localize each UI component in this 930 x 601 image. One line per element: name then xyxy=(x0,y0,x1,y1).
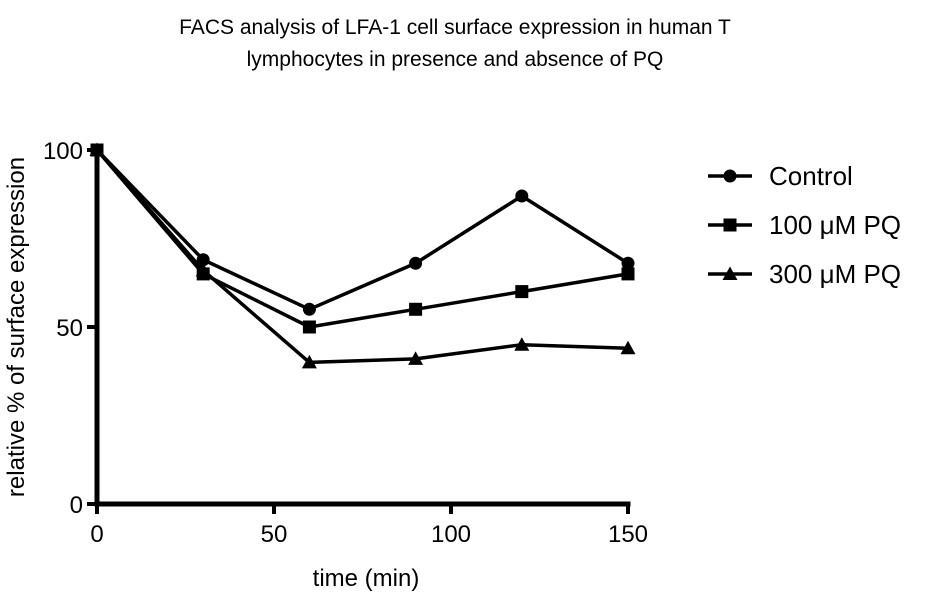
data-point xyxy=(89,142,105,156)
legend-entry: 300 μM PQ xyxy=(708,259,901,289)
series-3 xyxy=(89,142,636,369)
x-axis-label: time (min) xyxy=(313,565,420,592)
x-tick-label: 0 xyxy=(90,521,103,548)
data-point xyxy=(620,340,636,355)
legend-marker xyxy=(723,169,737,183)
data-point xyxy=(409,256,423,270)
series-line xyxy=(95,148,629,329)
data-point xyxy=(514,337,530,351)
data-point xyxy=(621,267,635,281)
chart-title: FACS analysis of LFA-1 cell surface expr… xyxy=(179,16,731,71)
x-tick-label: 150 xyxy=(608,521,648,548)
data-point xyxy=(195,262,211,277)
data-point xyxy=(302,302,316,316)
data-point xyxy=(302,320,316,334)
data-point xyxy=(301,354,317,369)
series-1 xyxy=(90,143,635,316)
series-line xyxy=(95,148,629,365)
legend-label: 300 μM PQ xyxy=(769,259,901,289)
data-point xyxy=(408,351,424,365)
y-axis-label: relative % of surface expression xyxy=(3,157,30,497)
y-tick-label: 50 xyxy=(56,315,83,342)
data-point xyxy=(515,285,529,299)
legend-entry: 100 μM PQ xyxy=(708,210,901,240)
y-tick-label: 100 xyxy=(43,138,83,165)
data-point xyxy=(196,253,210,267)
series-line xyxy=(95,148,629,312)
legend-label: 100 μM PQ xyxy=(769,210,901,240)
data-point xyxy=(515,189,529,203)
series-2 xyxy=(90,143,635,334)
x-tick-label: 100 xyxy=(431,521,471,548)
legend: Control 100 μM PQ 300 μM PQ xyxy=(708,161,901,289)
legend-marker xyxy=(723,218,737,232)
chart-title-line-1: FACS analysis of LFA-1 cell surface expr… xyxy=(179,16,731,39)
legend-marker xyxy=(722,266,738,280)
x-tick-label: 50 xyxy=(261,521,288,548)
data-point xyxy=(621,256,635,270)
plot-area: 0 50 100 150 0 50 100 xyxy=(43,138,648,548)
y-tick-label: 0 xyxy=(70,492,83,519)
data-point xyxy=(409,302,423,316)
legend-label: Control xyxy=(769,161,853,191)
chart-title-line-2: lymphocytes in presence and absence of P… xyxy=(247,48,664,71)
legend-entry: Control xyxy=(708,161,853,191)
